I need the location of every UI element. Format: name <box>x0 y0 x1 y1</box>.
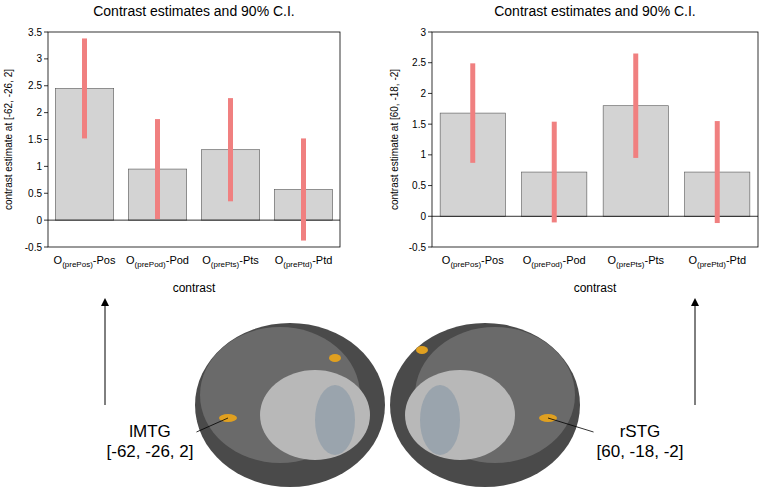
y-tick-label: 2.5 <box>28 80 42 91</box>
zero-line <box>48 220 340 221</box>
plot-marks <box>432 54 758 224</box>
x-tick-label: O(prePod)-Pod <box>523 254 586 269</box>
brain-render <box>390 323 580 487</box>
y-tick-label: -0.5 <box>25 242 43 253</box>
error-bar <box>470 63 475 163</box>
error-bar <box>715 121 720 223</box>
plot-frame <box>432 32 758 247</box>
y-tick-label: 1.5 <box>412 119 426 130</box>
zero-line <box>432 216 758 217</box>
y-tick-label: 1 <box>36 161 42 172</box>
y-tick <box>44 32 48 33</box>
activation-blob <box>329 354 341 362</box>
x-tick-label: O(prePtd)-Ptd <box>275 254 333 269</box>
y-tick <box>44 112 48 113</box>
y-tick <box>44 58 48 59</box>
y-tick-label: 3 <box>36 53 42 64</box>
x-tick-label: O(prePod)-Pod <box>126 254 189 269</box>
error-bar <box>633 54 638 158</box>
plot-marks <box>48 38 340 240</box>
y-tick-label: 0.5 <box>28 188 42 199</box>
y-tick <box>44 139 48 140</box>
leader-line <box>548 418 594 432</box>
y-tick-label: 0 <box>36 215 42 226</box>
brain-section <box>260 370 370 460</box>
label-patch <box>594 420 687 463</box>
brain-cut <box>315 385 355 455</box>
annotation: [60, -18, -2] <box>597 442 684 461</box>
y-tick <box>44 193 48 194</box>
y-tick-label: 1 <box>420 149 426 160</box>
brain-section <box>405 370 515 460</box>
x-axis-title: contrast <box>574 281 617 295</box>
y-tick <box>428 124 432 125</box>
brain-shape <box>195 323 385 487</box>
y-tick <box>428 154 432 155</box>
x-tick-label: O(prePts)-Pts <box>607 254 664 269</box>
x-tick-label: O(prePos)-Pos <box>54 254 116 269</box>
y-tick-label: 0.5 <box>412 180 426 191</box>
activation-blob <box>416 346 428 354</box>
annotation: [-62, -26, 2] <box>107 442 194 461</box>
chart-title: Contrast estimates and 90% C.I. <box>494 3 696 19</box>
y-tick <box>428 62 432 63</box>
y-tick-label: 2 <box>36 107 42 118</box>
region-label: lMTG[-62, -26, 2] <box>104 420 197 463</box>
x-tick-label: O(prePtd)-Ptd <box>688 254 746 269</box>
brain-render <box>195 323 385 487</box>
y-tick <box>428 216 432 217</box>
y-tick-label: 3 <box>420 27 426 38</box>
annotation: rSTG <box>620 422 661 441</box>
y-tick <box>44 247 48 248</box>
chart-title: Contrast estimates and 90% C.I. <box>93 3 295 19</box>
error-bar <box>228 98 233 201</box>
y-tick <box>44 85 48 86</box>
region-label: rSTG[60, -18, -2] <box>594 420 687 463</box>
y-axis-title: contrast estimate at [60, -18, -2] <box>389 69 400 210</box>
brain-shape <box>390 323 580 487</box>
y-tick <box>428 247 432 248</box>
y-tick-label: 0 <box>420 211 426 222</box>
y-tick-label: 1.5 <box>28 134 42 145</box>
y-axis-title: contrast estimate at [-62, -26, 2] <box>3 69 14 210</box>
y-tick-label: 2 <box>420 88 426 99</box>
plot-frame <box>48 32 340 247</box>
annotation: lMTG <box>129 422 171 441</box>
arrow <box>105 302 106 405</box>
y-tick-label: 3.5 <box>28 27 42 38</box>
brain-cut <box>420 385 460 455</box>
x-tick-label: O(prePts)-Pts <box>202 254 259 269</box>
error-bar <box>552 122 557 223</box>
y-tick <box>44 220 48 221</box>
x-axis-title: contrast <box>173 281 216 295</box>
label-patch <box>104 420 197 463</box>
arrow <box>695 302 696 405</box>
error-bar <box>301 138 306 240</box>
y-tick-label: 2.5 <box>412 57 426 68</box>
x-tick-label: O(prePos)-Pos <box>442 254 504 269</box>
y-tick <box>428 93 432 94</box>
y-tick <box>428 185 432 186</box>
y-tick-label: -0.5 <box>409 242 427 253</box>
error-bar <box>82 38 87 138</box>
leader-line <box>196 418 228 432</box>
error-bar <box>155 119 160 219</box>
y-tick <box>428 32 432 33</box>
y-tick <box>44 166 48 167</box>
